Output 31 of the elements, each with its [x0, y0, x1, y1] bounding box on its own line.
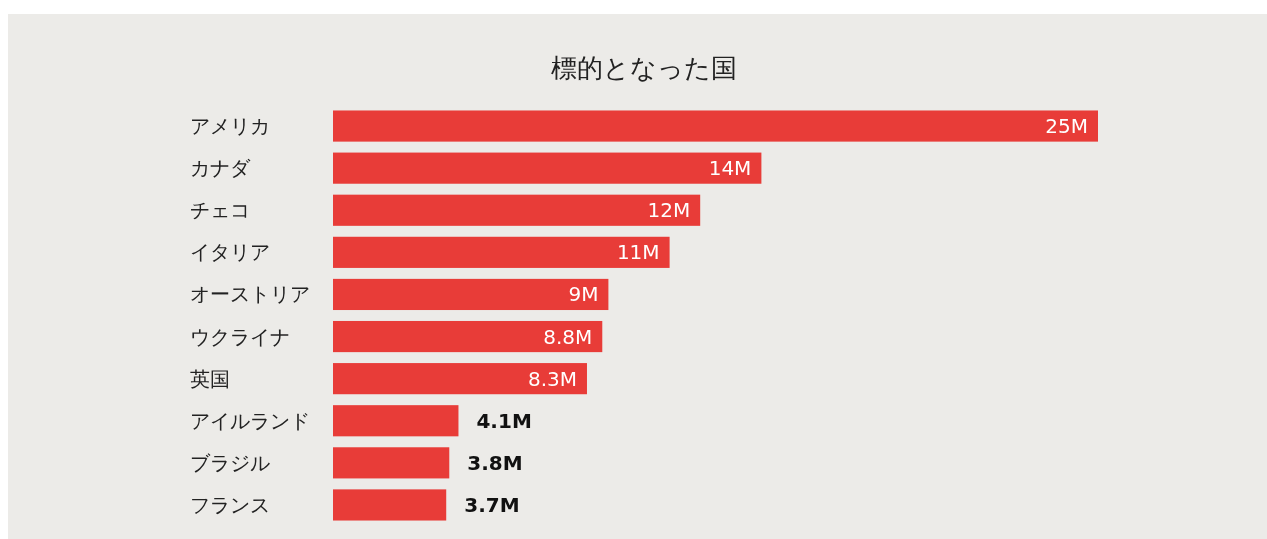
y-tick-label: フランス: [190, 492, 270, 517]
data-label: 4.1M: [476, 408, 532, 433]
data-label: 12M: [647, 198, 691, 223]
bar: [333, 110, 1098, 142]
y-tick-label: アメリカ: [190, 114, 270, 139]
chart-title: 標的となった国: [551, 53, 737, 83]
y-tick-label: アイルランド: [190, 408, 310, 433]
data-label: 14M: [708, 156, 752, 181]
bar: [333, 320, 603, 353]
y-tick-label: カナダ: [190, 156, 251, 181]
bar: [333, 194, 701, 226]
data-label: 8.3M: [527, 366, 577, 391]
bar: [333, 236, 670, 268]
y-tick-label: チェコ: [190, 198, 250, 223]
y-tick-label: オーストリア: [190, 282, 310, 307]
bar: [333, 363, 587, 395]
data-label: 3.8M: [467, 450, 523, 475]
data-label: 25M: [1045, 114, 1088, 139]
data-label: 9M: [568, 282, 599, 307]
bar: [333, 489, 447, 521]
y-tick-label: ウクライナ: [190, 324, 290, 349]
data-label: 8.8M: [543, 324, 593, 349]
y-tick-label: イタリア: [190, 240, 270, 265]
data-label: 11M: [616, 240, 660, 265]
y-tick-label: 英国: [190, 366, 230, 391]
bar: [333, 405, 459, 437]
y-tick-label: ブラジル: [190, 450, 270, 475]
data-label: 3.7M: [464, 492, 520, 517]
bar: [333, 152, 762, 184]
bar: [333, 447, 450, 479]
bar: [333, 278, 609, 311]
